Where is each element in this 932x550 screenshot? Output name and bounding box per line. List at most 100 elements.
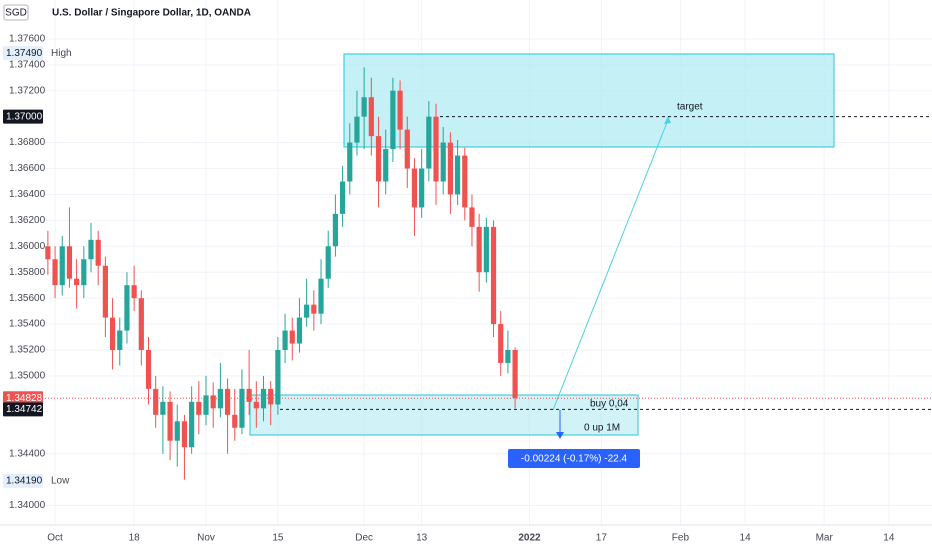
measure-label: -0.00224 (-0.17%) -22.4	[521, 454, 628, 465]
candle-body	[375, 136, 382, 182]
order-detail: 0 up 1M	[584, 423, 620, 434]
chart-title: U.S. Dollar / Singapore Dollar, 1D, OAND…	[52, 8, 251, 19]
buy-zone[interactable]	[249, 394, 639, 436]
measure-box	[508, 449, 640, 468]
candle-body	[462, 155, 468, 208]
y-tick-label: 1.35400	[9, 319, 46, 330]
candle-body	[109, 317, 116, 350]
candle-body	[433, 116, 439, 182]
x-tick-label: 13	[416, 533, 428, 544]
candle-body	[145, 350, 152, 389]
candle-body	[325, 246, 331, 279]
candle-body	[260, 388, 267, 409]
price-label: 1.34742	[6, 404, 43, 415]
candle-body	[81, 259, 87, 286]
candle-body	[318, 278, 324, 314]
y-tick-label: 1.35600	[9, 293, 46, 304]
price-label: 1.34190	[6, 476, 43, 487]
candle-body	[117, 330, 123, 350]
candle-body	[45, 246, 51, 260]
y-tick-label: 1.35800	[9, 267, 46, 278]
x-tick-label: Dec	[355, 533, 373, 544]
candle-body	[512, 350, 518, 398]
y-tick-label: 1.36600	[9, 163, 46, 174]
candle-body	[203, 395, 209, 415]
candle-body	[52, 259, 58, 286]
projection-arrowhead	[664, 116, 671, 124]
candle-body	[296, 317, 303, 344]
candle-body	[498, 324, 504, 363]
candle-body	[368, 97, 374, 137]
candle-body	[174, 421, 180, 441]
candle-body	[167, 401, 173, 441]
currency-box	[3, 4, 29, 21]
candle-body	[404, 129, 410, 169]
x-tick-label: Oct	[47, 533, 63, 544]
target-zone[interactable]	[343, 53, 835, 148]
x-tick-label: 14	[740, 533, 752, 544]
candle-body	[347, 142, 353, 182]
candle-body	[275, 350, 281, 405]
price-label: 1.37000	[6, 111, 43, 122]
y-tick-label: 1.37600	[9, 34, 46, 45]
price-label-bg	[3, 109, 43, 124]
projection-line[interactable]	[552, 119, 669, 411]
y-tick-label: 1.35000	[9, 371, 46, 382]
candle-body	[196, 401, 202, 415]
x-tick-label: 18	[129, 533, 141, 544]
y-tick-label: 1.37400	[9, 59, 46, 70]
candle-body	[339, 181, 346, 214]
candle-body	[476, 226, 482, 273]
price-label-bg	[3, 402, 43, 417]
currency: SGD	[5, 8, 27, 19]
candle-body	[289, 330, 295, 344]
candle-body	[95, 239, 101, 266]
candle-body	[282, 330, 288, 350]
x-tick-label: 14	[883, 533, 895, 544]
candle-body	[354, 116, 360, 143]
price-label-bg	[3, 473, 43, 488]
candle-body	[124, 285, 130, 331]
price-label-note: High	[51, 48, 72, 59]
candle-body	[138, 298, 144, 350]
candle-body	[469, 207, 475, 227]
candle-body	[390, 90, 396, 150]
candle-body	[447, 142, 454, 195]
candle-body	[153, 388, 159, 415]
axis-panel	[0, 0, 45, 525]
candle-body	[160, 401, 166, 415]
candle-body	[239, 388, 245, 428]
candle-body	[383, 149, 389, 182]
y-tick-label: 1.36800	[9, 137, 46, 148]
candle-body	[397, 90, 403, 130]
x-tick-label: 2022	[518, 533, 541, 544]
candle-body	[361, 97, 367, 117]
price-label-note: Low	[51, 476, 70, 487]
candle-body	[189, 401, 195, 448]
levels	[45, 116, 932, 410]
candle-body	[483, 226, 489, 273]
x-tick-label: Nov	[197, 533, 215, 544]
candle-body	[217, 388, 223, 409]
grid	[45, 0, 932, 525]
candle-body	[311, 304, 317, 314]
candle-body	[88, 239, 94, 260]
y-tick-label: 1.35200	[9, 345, 46, 356]
y-tick-label: 1.36200	[9, 215, 46, 226]
candle-body	[490, 226, 497, 325]
candle-body	[66, 246, 73, 279]
x-tick-label: 17	[596, 533, 608, 544]
price-label-bg	[3, 46, 43, 61]
x-tick-label: Feb	[672, 533, 690, 544]
candle-body	[246, 388, 252, 402]
candle-body	[181, 421, 188, 448]
candle-body	[253, 401, 259, 409]
price-axis: 1.37600 1.37400 1.37200 1.36800 1.36600 1.364…	[0, 0, 46, 525]
candle-body	[304, 304, 310, 318]
candle-body	[419, 168, 425, 208]
price-label: 1.34828	[6, 393, 43, 404]
measure-arrowhead	[556, 432, 564, 439]
y-tick-label: 1.37200	[9, 85, 46, 96]
